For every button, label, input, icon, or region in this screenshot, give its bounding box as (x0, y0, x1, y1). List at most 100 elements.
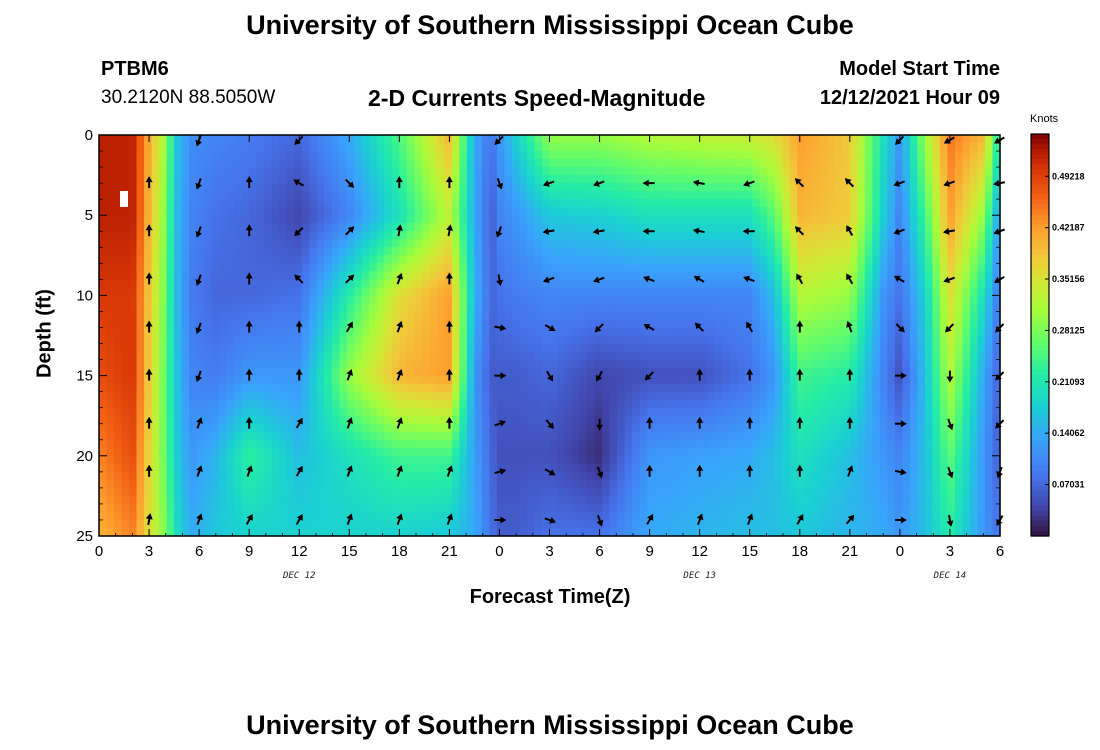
heat-cell (414, 287, 423, 296)
heat-cell (234, 519, 243, 529)
heat-cell (369, 383, 378, 393)
heat-cell (834, 311, 843, 321)
heat-cell (151, 215, 160, 224)
heat-cell (481, 287, 491, 296)
heat-cell (129, 135, 138, 144)
heat-cell (286, 303, 295, 313)
heat-cell (219, 351, 228, 361)
heat-cell (271, 479, 280, 489)
heat-cell (211, 183, 220, 192)
heat-cell (557, 383, 566, 393)
heat-cell (421, 415, 430, 425)
heat-cell (234, 511, 243, 521)
heat-cell (114, 311, 123, 321)
heat-cell (436, 391, 445, 401)
heat-cell (617, 191, 626, 200)
heat-cell (662, 367, 671, 377)
heat-cell (504, 271, 513, 280)
heat-cell (632, 447, 641, 457)
heat-cell (639, 255, 648, 264)
heat-cell (436, 295, 445, 305)
heat-cell (594, 359, 603, 369)
heat-cell (834, 503, 843, 513)
heat-cell (557, 407, 566, 417)
heat-cell (557, 335, 566, 345)
heat-cell (722, 239, 731, 248)
heat-cell (812, 279, 821, 288)
heat-cell (729, 399, 738, 409)
heat-cell (707, 359, 716, 369)
heat-cell (647, 239, 656, 248)
heat-cell (692, 143, 701, 152)
heat-cell (797, 191, 806, 200)
heat-cell (692, 239, 701, 248)
heat-cell (587, 343, 596, 353)
heat-cell (534, 175, 543, 184)
heat-cell (729, 503, 738, 513)
heat-cell (279, 471, 288, 481)
heat-cell (729, 303, 738, 313)
heat-cell (406, 431, 415, 441)
heat-cell (774, 415, 783, 425)
heat-cell (617, 151, 626, 160)
heat-cell (459, 519, 468, 529)
heat-cell (504, 487, 513, 497)
heat-cell (504, 351, 513, 361)
heat-cell (617, 183, 626, 192)
heat-cell (459, 279, 468, 288)
heat-cell (429, 511, 438, 521)
heat-cell (339, 327, 348, 337)
heat-cell (489, 143, 498, 152)
heat-cell (121, 143, 130, 152)
heat-cell (271, 447, 280, 457)
heat-cell (436, 231, 445, 240)
heat-cell (684, 271, 693, 280)
heat-cell (737, 239, 746, 248)
heat-cell (744, 495, 753, 505)
heat-cell (376, 143, 385, 152)
heat-cell (767, 335, 776, 345)
heat-cell (496, 271, 506, 280)
heat-cell (136, 239, 145, 248)
heat-cell (429, 519, 438, 529)
heat-cell (204, 255, 213, 264)
heat-cell (647, 295, 656, 305)
heat-cell (797, 375, 806, 385)
heat-cell (211, 391, 220, 401)
heat-cell (797, 239, 806, 248)
heat-cell (804, 423, 813, 433)
heat-cell (692, 343, 701, 353)
heat-cell (354, 327, 363, 337)
heat-cell (602, 471, 611, 481)
heat-cell (714, 247, 723, 256)
heat-cell (406, 167, 415, 176)
heat-cell (339, 295, 348, 305)
heat-cell (759, 239, 768, 248)
heat-cell (579, 487, 588, 497)
heat-cell (812, 359, 821, 369)
heat-cell (346, 199, 355, 208)
heat-cell (699, 407, 708, 417)
heat-cell (707, 455, 716, 465)
heat-cell (376, 375, 385, 385)
heat-cell (249, 431, 258, 441)
heat-cell (587, 199, 596, 208)
heat-cell (376, 303, 385, 313)
heat-cell (144, 495, 153, 505)
heat-cell (414, 167, 423, 176)
heat-cell (316, 415, 325, 425)
heat-cell (677, 479, 686, 489)
heat-cell (632, 183, 641, 192)
heat-cell (677, 223, 686, 232)
heat-cell (481, 463, 491, 473)
heat-cell (376, 175, 385, 184)
heat-cell (819, 199, 828, 208)
heat-cell (744, 231, 753, 240)
heat-cell (624, 463, 633, 473)
heat-cell (511, 383, 521, 393)
heat-cell (594, 343, 603, 353)
heat-cell (459, 455, 468, 465)
heat-cell (316, 319, 325, 329)
heat-cell (391, 231, 400, 240)
heat-cell (632, 383, 641, 393)
